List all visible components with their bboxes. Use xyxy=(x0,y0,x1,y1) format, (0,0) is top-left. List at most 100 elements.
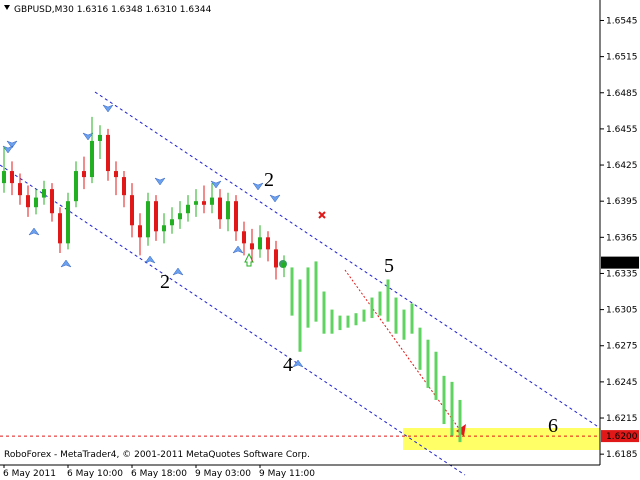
forecast-bar xyxy=(290,267,294,316)
forecast-bar xyxy=(322,291,326,334)
y-tick-label: 1.6245 xyxy=(606,378,638,388)
fractal-arrow xyxy=(102,104,114,113)
fractal-arrow xyxy=(28,227,40,236)
x-tick-label: 9 May 11:00 xyxy=(259,469,315,479)
candle-body xyxy=(194,201,198,205)
forecast-bar xyxy=(298,279,302,352)
candle-body xyxy=(178,213,182,220)
candle-body xyxy=(34,197,38,208)
forecast-bar xyxy=(410,303,414,334)
candle-body xyxy=(146,201,150,238)
candle-body xyxy=(90,140,94,178)
candle-body xyxy=(106,134,110,172)
wave-label: 6 xyxy=(548,415,558,437)
y-tick-label: 1.6185 xyxy=(606,450,638,460)
forecast-bar xyxy=(346,315,350,328)
y-tick-label: 1.6335 xyxy=(606,269,638,279)
candle-body xyxy=(234,201,238,232)
forecast-bar xyxy=(314,261,318,322)
candle-body xyxy=(154,201,158,232)
fractal-arrow xyxy=(232,245,244,254)
forecast-bar xyxy=(362,309,366,322)
x-tick-label: 6 May 10:00 xyxy=(67,469,123,479)
x-tick-label: 6 May 18:00 xyxy=(131,469,187,479)
forecast-bar xyxy=(370,297,374,319)
candle-body xyxy=(82,171,86,178)
fractal-arrow xyxy=(60,259,72,268)
forecast-bar xyxy=(450,381,454,437)
candle-body xyxy=(242,231,246,244)
channel-upper xyxy=(94,91,601,429)
candle-body xyxy=(266,237,270,250)
candle-body xyxy=(250,243,254,250)
candle-body xyxy=(202,201,206,205)
fractal-arrow xyxy=(144,255,156,264)
fractal-arrow xyxy=(269,194,281,203)
y-tick-label: 1.6365 xyxy=(606,233,638,243)
fractal-arrow xyxy=(6,140,18,149)
candle-body xyxy=(10,171,14,184)
wave-label: 2 xyxy=(264,169,274,191)
y-tick-label: 1.6305 xyxy=(606,306,638,316)
y-tick-label: 1.6395 xyxy=(606,197,638,207)
forecast-bar xyxy=(330,309,334,334)
fractal-arrow xyxy=(172,267,184,276)
candle-body xyxy=(138,225,142,238)
forecast-line xyxy=(344,269,461,431)
candle-body xyxy=(282,262,286,268)
fractal-arrow xyxy=(154,177,166,186)
fractal-arrow xyxy=(82,132,94,141)
y-tick-label: 1.6215 xyxy=(606,414,638,424)
buy-arrow xyxy=(244,252,254,267)
wave-label: 2 xyxy=(160,271,170,293)
candle-body xyxy=(66,201,70,244)
candle-body xyxy=(130,195,134,226)
candle-body xyxy=(162,225,166,232)
chart-header: GBPUSD,M30 1.6316 1.6348 1.6310 1.6344 xyxy=(14,5,212,15)
candle-body xyxy=(18,183,22,196)
y-tick-label: 1.6485 xyxy=(606,89,638,99)
candle-body xyxy=(258,237,262,250)
y-tick-label: 1.6425 xyxy=(606,161,638,171)
cross-marker xyxy=(318,211,326,219)
candle-body xyxy=(74,171,78,202)
footer: RoboForex - MetaTrader4, © 2001-2011 Met… xyxy=(4,450,310,460)
forecast-bar xyxy=(442,375,446,425)
forecast-bar xyxy=(386,279,390,322)
forecast-bar xyxy=(458,399,462,443)
fractal-arrow xyxy=(2,145,14,154)
candle-body xyxy=(210,197,214,205)
y-tick-label: 1.6455 xyxy=(606,125,638,135)
forecast-bar xyxy=(338,315,342,331)
candle-body xyxy=(50,189,54,214)
wave-label: 4 xyxy=(283,354,293,376)
forecast-bar xyxy=(306,267,310,328)
forecast-bar xyxy=(378,291,382,316)
candle-body xyxy=(26,195,30,208)
candle-body xyxy=(42,189,46,198)
forecast-bar xyxy=(394,297,398,334)
current-price-label: 1.6344 xyxy=(606,259,638,269)
candle-body xyxy=(170,219,174,226)
wave-label: 5 xyxy=(384,255,394,277)
candle-body xyxy=(98,134,102,141)
x-tick-label: 6 May 2011 xyxy=(3,469,56,479)
candle-body xyxy=(186,204,190,214)
candle-body xyxy=(114,171,118,178)
forecast-bar xyxy=(402,309,406,340)
forecast-bar xyxy=(434,351,438,400)
price-level-label: 1.6200 xyxy=(606,432,638,442)
x-tick-label: 9 May 03:00 xyxy=(195,469,251,479)
candle-body xyxy=(218,197,222,220)
fractal-arrow xyxy=(210,180,222,189)
candle-body xyxy=(58,213,62,244)
y-tick-label: 1.6515 xyxy=(606,53,638,63)
target-zone xyxy=(403,428,600,450)
price-level-box xyxy=(601,430,639,443)
forecast-bar xyxy=(418,327,422,370)
header-icon xyxy=(4,5,10,10)
forecast-bar xyxy=(354,313,358,326)
y-tick-label: 1.6545 xyxy=(606,16,638,26)
